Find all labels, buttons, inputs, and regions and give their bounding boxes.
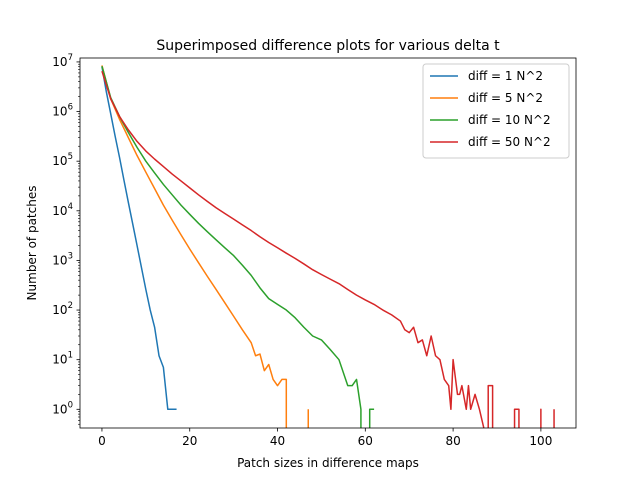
y-tick-label: 107: [52, 53, 73, 69]
x-tick-label: 20: [182, 434, 197, 448]
x-tick-label: 0: [98, 434, 106, 448]
legend-box: [422, 63, 570, 159]
x-tick-label: 100: [529, 434, 552, 448]
y-axis: 100 101 102 103 104 105 106 107: [52, 53, 80, 425]
y-tick-label: 100: [52, 400, 73, 416]
x-axis: 0 20 40 60 80 100: [98, 428, 552, 448]
y-tick-label: 103: [52, 251, 73, 267]
y-tick-label: 104: [52, 202, 73, 218]
x-tick-label: 40: [270, 434, 285, 448]
plot-frame: [79, 57, 577, 429]
x-axis-label: Patch sizes in difference maps: [237, 456, 419, 470]
y-tick-label: 101: [52, 351, 73, 367]
series-line-4: [101, 70, 555, 428]
legend-label: diff = 50 N^2: [468, 135, 551, 149]
y-tick-label: 102: [52, 301, 73, 317]
series-line-1: [101, 66, 177, 411]
x-tick-label: 60: [358, 434, 373, 448]
chart-title: Superimposed difference plots for variou…: [156, 38, 500, 54]
series-layer: [101, 65, 555, 428]
series-line-3: [101, 66, 375, 428]
y-tick-label: 105: [52, 152, 73, 168]
legend-label: diff = 1 N^2: [468, 69, 543, 83]
legend-label: diff = 10 N^2: [468, 113, 551, 127]
y-tick-label: 106: [52, 103, 73, 119]
legend-label: diff = 5 N^2: [468, 91, 543, 105]
series-line-2: [101, 65, 309, 428]
x-tick-label: 80: [445, 434, 460, 448]
legend: diff = 1 N^2 diff = 5 N^2 diff = 10 N^2 dif…: [422, 63, 570, 159]
y-axis-label: Number of patches: [25, 186, 39, 301]
